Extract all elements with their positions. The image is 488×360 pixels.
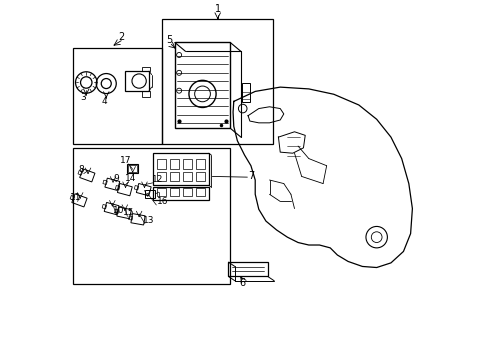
- Bar: [241, 83, 249, 103]
- Bar: [169, 172, 179, 181]
- Bar: [114, 209, 119, 213]
- Bar: [102, 204, 106, 209]
- Bar: [195, 159, 204, 168]
- Bar: [142, 91, 149, 97]
- Bar: [183, 188, 192, 196]
- Bar: [70, 195, 75, 200]
- Bar: [131, 213, 145, 225]
- Bar: [145, 190, 155, 198]
- Bar: [195, 172, 204, 181]
- Text: 17: 17: [120, 156, 131, 165]
- Text: 7: 7: [247, 171, 254, 181]
- Bar: [153, 187, 208, 200]
- Bar: [175, 42, 230, 128]
- Text: 5: 5: [166, 35, 172, 45]
- Bar: [117, 184, 132, 196]
- Bar: [157, 159, 166, 168]
- Text: 3: 3: [80, 93, 86, 102]
- Bar: [134, 185, 139, 190]
- Bar: [183, 159, 192, 168]
- Bar: [104, 202, 119, 215]
- Bar: [72, 194, 87, 207]
- Bar: [228, 262, 267, 276]
- Bar: [80, 169, 95, 182]
- Text: 8: 8: [78, 166, 83, 175]
- Bar: [157, 188, 166, 196]
- Bar: [117, 207, 131, 219]
- Bar: [127, 164, 138, 173]
- Bar: [169, 188, 179, 196]
- Bar: [128, 216, 132, 220]
- Bar: [115, 185, 120, 190]
- Text: 14: 14: [125, 174, 136, 183]
- Text: 15: 15: [123, 208, 135, 217]
- Bar: [136, 184, 151, 196]
- Text: 4: 4: [102, 97, 107, 106]
- Bar: [102, 180, 107, 185]
- Bar: [169, 159, 179, 168]
- Bar: [73, 48, 162, 144]
- Text: 12: 12: [152, 175, 163, 184]
- Text: 16: 16: [156, 197, 168, 206]
- Bar: [78, 171, 82, 175]
- Bar: [157, 172, 166, 181]
- Text: 11: 11: [70, 193, 81, 202]
- Text: 13: 13: [142, 216, 154, 225]
- Text: 6: 6: [239, 278, 245, 288]
- Bar: [153, 153, 208, 185]
- Text: 2: 2: [118, 32, 124, 42]
- Bar: [124, 71, 149, 91]
- Bar: [105, 178, 120, 190]
- Bar: [195, 188, 204, 196]
- Bar: [73, 148, 230, 284]
- Bar: [183, 172, 192, 181]
- Text: 10: 10: [113, 206, 124, 215]
- Bar: [142, 67, 149, 71]
- Text: 1: 1: [214, 4, 220, 14]
- Text: 9: 9: [114, 174, 119, 183]
- Bar: [162, 19, 272, 144]
- Bar: [128, 165, 137, 172]
